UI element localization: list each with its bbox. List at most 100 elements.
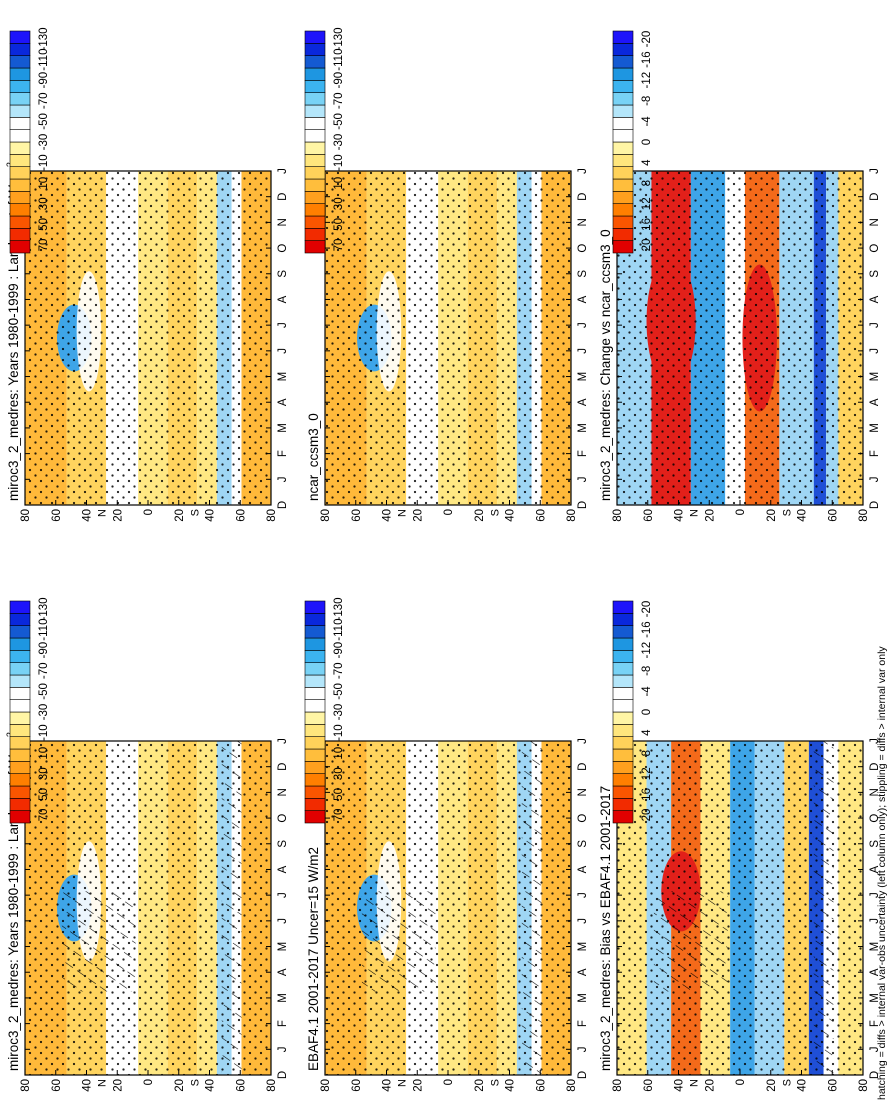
colorbar-label-3-2: 30 <box>333 767 345 780</box>
colorbar-label-3-1: 50 <box>333 788 345 801</box>
month-label-bias-11: N <box>869 788 881 796</box>
colorbar-swatch-2-10 <box>304 117 326 130</box>
colorbar-label-2-3: 10 <box>333 177 345 190</box>
colorbar-label-5-9: -16 <box>641 621 653 638</box>
hemisphere-label-s-model-right: S <box>190 509 202 516</box>
colorbar-label-4-10: -20 <box>641 31 653 48</box>
colorbar-swatch-2-13 <box>304 80 326 93</box>
month-label-bias-12: D <box>869 763 881 771</box>
colorbar-label-2-2: 30 <box>333 197 345 210</box>
colorbar-swatch-4-9 <box>612 129 634 143</box>
colorbar-swatch-0-8 <box>9 141 31 155</box>
lat-label-model-right-4: 0 <box>143 509 155 515</box>
colorbar-swatch-3-15 <box>304 625 326 639</box>
colorbar-swatch-2-14 <box>304 67 326 81</box>
month-label-model-right-13: J <box>277 168 289 174</box>
lat-label-ncar-8: 80 <box>566 509 578 522</box>
month-label-model-left-7: J <box>277 892 289 898</box>
hemisphere-label-n-change: N <box>688 509 700 517</box>
month-label-ebaf-2: F <box>577 1020 589 1027</box>
month-label-model-right-2: F <box>277 450 289 457</box>
hatching-south-ebaf <box>521 741 542 1075</box>
colorbar-swatch-4-17 <box>612 30 634 44</box>
month-label-change-7: J <box>869 322 881 328</box>
month-label-ncar-11: N <box>577 218 589 226</box>
colorbar-swatch-5-15 <box>612 625 634 639</box>
month-label-ebaf-4: A <box>577 968 589 976</box>
colorbar-swatch-3-6 <box>304 736 326 750</box>
colorbar-swatch-1-10 <box>9 687 31 700</box>
colorbar-swatch-2-2 <box>304 215 326 229</box>
colorbar-swatch-4-14 <box>612 67 634 81</box>
month-label-change-6: J <box>869 348 881 354</box>
colorbar-label-1-2: 30 <box>38 767 50 780</box>
colorbar-swatch-3-1 <box>304 798 326 811</box>
lat-label-change-5: 20 <box>766 509 778 522</box>
colorbar-swatch-0-13 <box>9 80 31 93</box>
hemisphere-label-s-ncar: S <box>490 509 502 516</box>
month-label-bias-7: J <box>869 892 881 898</box>
lat-label-model-left-7: 60 <box>235 1079 247 1092</box>
month-label-model-right-11: N <box>277 218 289 226</box>
colorbar-swatch-5-12 <box>612 662 634 676</box>
colorbar-swatch-5-3 <box>612 773 634 787</box>
colorbar-label-1-6: -50 <box>38 683 50 700</box>
colorbar-swatch-2-17 <box>304 30 326 44</box>
month-label-ncar-5: M <box>577 372 589 382</box>
colorbar-swatch-4-15 <box>612 55 634 69</box>
colorbar-swatch-1-2 <box>9 785 31 799</box>
colorbar-swatch-1-9 <box>9 699 31 713</box>
colorbar-swatch-3-12 <box>304 662 326 676</box>
colorbar-label-5-4: 4 <box>641 729 653 736</box>
month-label-ebaf-10: O <box>577 814 589 823</box>
colorbar-swatch-2-7 <box>304 154 326 167</box>
lat-label-ebaf-3: 20 <box>412 1079 424 1092</box>
colorbar-swatch-0-7 <box>9 154 31 167</box>
colorbar-swatch-0-5 <box>9 178 31 192</box>
month-label-bias-13: J <box>869 738 881 744</box>
hatching-model-left <box>61 891 136 992</box>
lat-label-change-8: 80 <box>858 509 870 522</box>
lat-label-model-right-8: 80 <box>266 509 278 522</box>
panel-change-vs-ncar: D J F M A M J J A S O N D J 80 60 40 20 0 20 40 60 80 N Smiroc3_… <box>598 168 881 522</box>
panel-bias-vs-ebaf: D J F M A M J J A S O N D J 80 60 40 20 0 20 40 60 80 N Smiroc3_… <box>598 738 881 1092</box>
lat-label-ebaf-2: 40 <box>382 1079 394 1092</box>
month-label-change-10: O <box>869 244 881 253</box>
hatching-south-bias <box>813 741 834 1075</box>
colorbar-label-0-4: -10 <box>38 154 50 171</box>
colorbar-swatch-0-4 <box>9 191 31 204</box>
month-label-change-1: J <box>869 476 881 482</box>
colorbar-swatch-3-14 <box>304 637 326 651</box>
month-label-ncar-1: J <box>577 476 589 482</box>
month-label-change-9: S <box>869 270 881 278</box>
month-label-model-left-13: J <box>277 738 289 744</box>
colorbar-label-5-3: 8 <box>641 750 653 756</box>
colorbar-swatch-1-7 <box>9 724 31 737</box>
colorbar-swatch-1-5 <box>9 748 31 762</box>
month-label-ebaf-9: S <box>577 840 589 848</box>
colorbar-swatch-2-16 <box>304 43 326 56</box>
colorbar-label-1-7: -70 <box>38 662 50 679</box>
lat-label-model-left-1: 60 <box>51 1079 63 1092</box>
lat-label-change-0: 80 <box>612 509 624 522</box>
month-label-ncar-0: D <box>577 501 589 509</box>
lat-label-bias-0: 80 <box>612 1079 624 1092</box>
colorbar-swatch-2-5 <box>304 178 326 192</box>
lat-label-ncar-4: 0 <box>443 509 455 515</box>
colorbar-swatch-2-0 <box>304 240 326 254</box>
lat-label-ebaf-5: 20 <box>474 1079 486 1092</box>
month-label-bias-1: J <box>869 1046 881 1052</box>
month-label-bias-10: O <box>869 814 881 823</box>
colorbar-label-2-4: -10 <box>333 154 345 171</box>
colorbar-swatch-3-3 <box>304 773 326 787</box>
lat-label-model-left-2: 40 <box>82 1079 94 1092</box>
colorbar-label-5-0: 20 <box>641 809 653 822</box>
lat-label-model-left-0: 80 <box>20 1079 32 1092</box>
month-label-ncar-8: A <box>577 295 589 303</box>
colorbar-label-0-6: -50 <box>38 113 50 130</box>
colorbar-swatch-0-11 <box>9 104 31 118</box>
colorbar-swatch-2-9 <box>304 129 326 143</box>
month-label-model-left-3: M <box>277 993 289 1003</box>
